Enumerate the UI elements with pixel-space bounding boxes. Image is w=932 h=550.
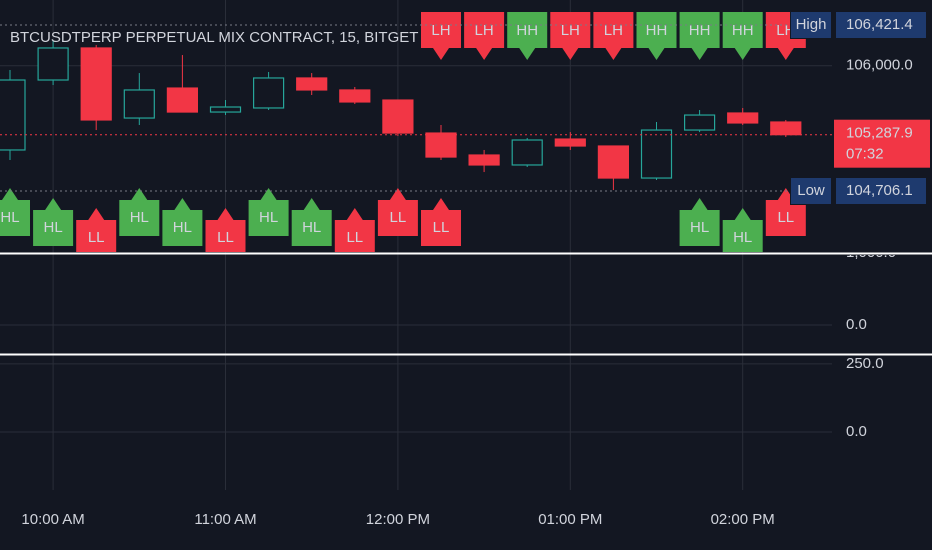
- candle-body: [770, 121, 802, 136]
- pivot-label: HH: [689, 22, 711, 39]
- tag-value: 104,706.1: [846, 182, 913, 199]
- y-tick-label: 250.0: [846, 355, 884, 372]
- pivot-label: LL: [433, 219, 450, 236]
- pivot-label-box: [679, 12, 720, 60]
- tick-group: 0.0: [846, 423, 867, 440]
- candle-body: [425, 132, 457, 158]
- candle-body: [123, 89, 155, 119]
- pivot-label-box: [464, 12, 505, 60]
- pane: [0, 324, 832, 326]
- tick-group: 0.0: [846, 316, 867, 333]
- tag-name-bg: [791, 178, 831, 205]
- pivot-label: LL: [390, 209, 407, 226]
- x-tick-label: 01:00 PM: [538, 511, 602, 528]
- pivot-label: LH: [475, 22, 494, 39]
- tick-group: 1,000.0: [846, 244, 896, 261]
- y-tick-label: 1,000.0: [846, 244, 896, 261]
- pivot-label: HL: [0, 209, 19, 226]
- candle-body: [37, 47, 69, 81]
- candle-body: [511, 139, 543, 166]
- tag-value: 105,287.9: [846, 125, 913, 142]
- tag-countdown: 07:32: [846, 146, 884, 163]
- candle-body: [640, 129, 673, 179]
- pivot-label-box: [679, 198, 720, 246]
- pivot-label-box: [593, 12, 634, 60]
- pivot-label-box: [421, 12, 461, 60]
- y-tick-label: 0.0: [846, 316, 867, 333]
- pivot-label-box: [636, 12, 677, 60]
- x-tick-label: 12:00 PM: [366, 511, 430, 528]
- x-tick-label: 02:00 PM: [711, 511, 775, 528]
- pivot-label-box: [76, 208, 117, 252]
- pivot-label: LL: [88, 229, 105, 246]
- pivot-label: LL: [217, 229, 234, 246]
- candle-body: [80, 47, 112, 121]
- candle-body: [597, 145, 630, 179]
- pivot-label: LH: [604, 22, 623, 39]
- tick-group: 250.0: [846, 355, 884, 372]
- candle-body: [554, 138, 586, 147]
- candle-body: [339, 89, 371, 103]
- tag-bg: [836, 178, 926, 205]
- pivot-label-box: [550, 12, 591, 60]
- pivot-label-box: [205, 208, 246, 252]
- pivot-label: HL: [690, 219, 709, 236]
- pivot-label: HL: [130, 209, 149, 226]
- pivot-label-box: [248, 188, 289, 236]
- tag-bg: [836, 11, 926, 38]
- pivot-label-box: [33, 198, 74, 246]
- pivot-label: LH: [431, 22, 450, 39]
- candle-body: [209, 106, 242, 113]
- pivot-label-box: [0, 188, 30, 236]
- candle-body: [727, 112, 759, 124]
- pivot-label: HL: [733, 229, 752, 246]
- candle-body: [468, 154, 500, 166]
- pivot-label-box: [722, 208, 763, 252]
- pivot-label: HL: [302, 219, 321, 236]
- pivot-label-box: [162, 198, 203, 246]
- pivot-label-box: [334, 208, 375, 252]
- pivot-label: HL: [259, 209, 278, 226]
- pivot-label-box: [722, 12, 763, 60]
- pivot-label: LH: [561, 22, 580, 39]
- candle-body: [253, 77, 285, 109]
- pivot-label-box: [377, 188, 418, 236]
- pivot-label: HH: [646, 22, 668, 39]
- x-tick-label: 10:00 AM: [21, 511, 84, 528]
- y-tick-label: 0.0: [846, 423, 867, 440]
- tick-group: 106,000.0: [846, 57, 913, 74]
- chart-title: BTCUSDTPERP PERPETUAL MIX CONTRACT, 15, …: [10, 29, 418, 46]
- x-tick-label: 11:00 AM: [194, 511, 256, 528]
- y-tick-label: 106,000.0: [846, 57, 913, 74]
- candle-body: [296, 77, 328, 91]
- tag-name: Low: [797, 182, 825, 199]
- pivot-label: HH: [732, 22, 754, 39]
- tag-name: High: [796, 16, 827, 33]
- pivot-label-box: [291, 198, 332, 246]
- candle-body: [0, 79, 26, 151]
- candle-body: [683, 114, 716, 131]
- pivot-label-box: [119, 188, 160, 236]
- pivot-label-box: [421, 198, 461, 246]
- pivot-label: LL: [346, 229, 363, 246]
- tag-value: 106,421.4: [846, 16, 913, 33]
- tag-name-bg: [791, 11, 831, 38]
- pane: [0, 363, 832, 433]
- candle-body: [382, 99, 414, 134]
- pivot-label: HL: [173, 219, 192, 236]
- tag-bg: [834, 119, 930, 168]
- pivot-label: HL: [44, 219, 63, 236]
- pivot-label: LL: [777, 209, 794, 226]
- pivot-label-box: [507, 12, 548, 60]
- candle-body: [166, 87, 198, 113]
- pivot-label: HH: [516, 22, 538, 39]
